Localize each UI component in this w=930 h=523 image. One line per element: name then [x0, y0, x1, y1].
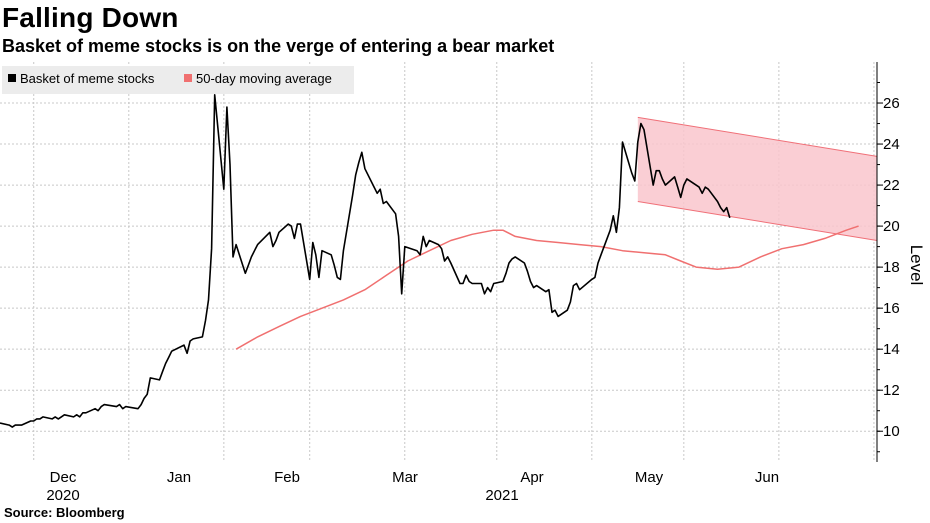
grid-lines — [0, 62, 877, 462]
y-tick-label: 12 — [883, 382, 900, 399]
legend: Basket of meme stocks 50-day moving aver… — [2, 66, 354, 94]
y-tick-label: 20 — [883, 218, 900, 235]
x-year-label: 2021 — [485, 487, 518, 504]
legend-label-basket: Basket of meme stocks — [20, 71, 155, 86]
x-tick-label: Jun — [755, 469, 779, 486]
legend-background — [2, 66, 354, 94]
y-tick-label: 14 — [883, 341, 900, 358]
x-tick-label: Jan — [167, 469, 191, 486]
series-line-ma — [235, 225, 859, 350]
chart-title: Falling Down — [2, 2, 179, 33]
y-tick-label: 24 — [883, 136, 900, 153]
legend-swatch-basket — [8, 74, 16, 82]
trend-channel — [637, 116, 878, 241]
legend-swatch-ma — [184, 74, 192, 82]
x-tick-label: Apr — [520, 469, 543, 486]
channel-upper-line — [637, 116, 878, 157]
y-tick-label: 26 — [883, 95, 900, 112]
chart-subtitle: Basket of meme stocks is on the verge of… — [2, 36, 555, 56]
channel-fill — [637, 117, 877, 241]
x-tick-label: Mar — [392, 469, 418, 486]
x-axis: Dec Jan Feb Mar Apr May Jun 2020 2021 — [46, 469, 779, 504]
y-axis: 10 12 14 16 18 20 22 24 26 — [876, 62, 900, 462]
series-lines — [0, 94, 859, 428]
x-tick-label: May — [635, 469, 664, 486]
y-tick-label: 10 — [883, 423, 900, 440]
x-tick-label: Feb — [274, 469, 300, 486]
series-line-basket — [0, 94, 731, 428]
y-axis-label: Level — [907, 245, 926, 286]
y-tick-label: 18 — [883, 259, 900, 276]
x-tick-label: Dec — [50, 469, 77, 486]
y-tick-label: 22 — [883, 177, 900, 194]
legend-label-ma: 50-day moving average — [196, 71, 332, 86]
y-tick-label: 16 — [883, 300, 900, 317]
x-year-label: 2020 — [46, 487, 79, 504]
source-note: Source: Bloomberg — [4, 505, 125, 520]
